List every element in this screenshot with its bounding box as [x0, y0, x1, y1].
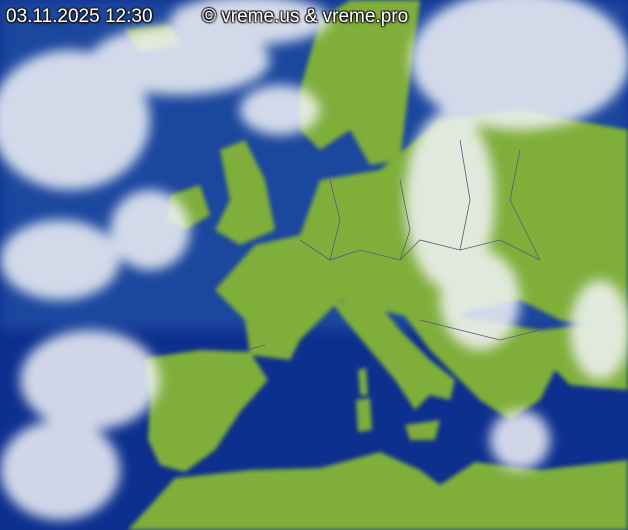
sardinia: [356, 398, 372, 432]
country-borders: [239, 139, 541, 353]
sicily: [405, 420, 440, 440]
corsica: [358, 368, 368, 395]
italy: [330, 300, 455, 410]
british-isles: [215, 140, 275, 245]
scandinavia: [300, 0, 420, 165]
balkans: [400, 310, 560, 420]
iberia: [145, 350, 268, 472]
copyright-notice: © vreme.us & vreme.pro: [202, 6, 409, 27]
timestamp: 03.11.2025 12:30: [6, 6, 153, 27]
north-africa: [128, 452, 628, 530]
